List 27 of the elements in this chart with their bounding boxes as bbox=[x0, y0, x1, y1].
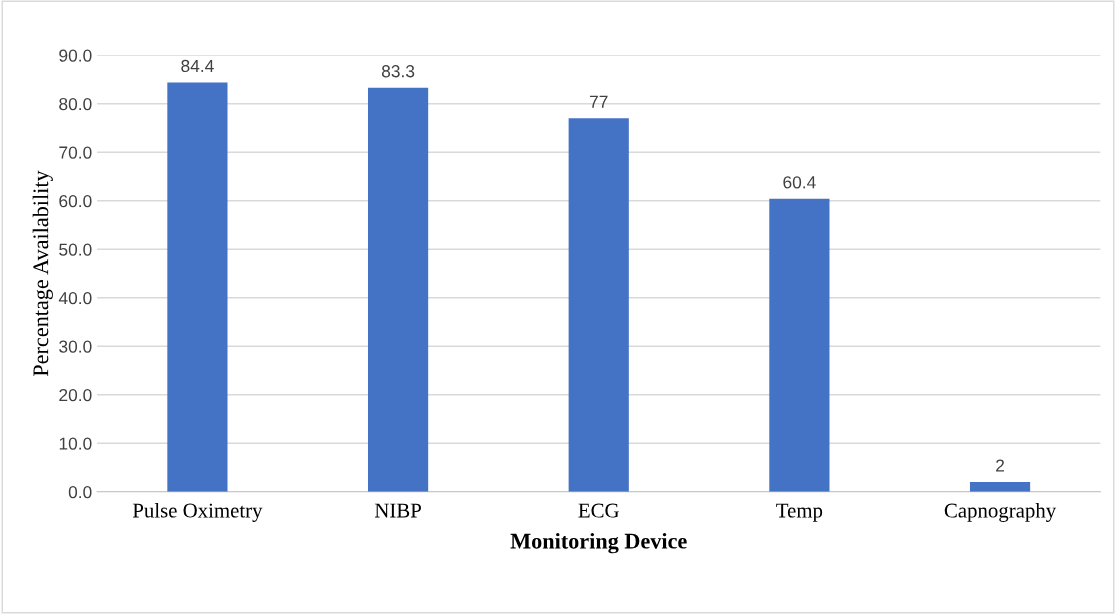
y-axis-title: Percentage Availability bbox=[32, 170, 53, 377]
y-tick-label: 0.0 bbox=[68, 485, 92, 499]
y-tick-label: 40.0 bbox=[58, 291, 92, 305]
bar bbox=[367, 87, 429, 492]
bar bbox=[568, 118, 629, 492]
y-tick-label: 20.0 bbox=[59, 388, 92, 402]
bar bbox=[167, 82, 228, 492]
y-tick-label: 70.0 bbox=[59, 146, 92, 159]
data-label: 83.3 bbox=[381, 65, 415, 78]
data-label: 84.4 bbox=[181, 59, 214, 73]
bar bbox=[769, 198, 830, 492]
x-tick-label: Pulse Oximetry bbox=[132, 502, 263, 522]
y-tick-label: 80.0 bbox=[59, 97, 92, 111]
y-tick-label: 60.0 bbox=[59, 194, 92, 208]
x-axis-title: Monitoring Device bbox=[510, 532, 687, 554]
y-tick-label: 10.0 bbox=[59, 437, 92, 450]
y-tick-label: 30.0 bbox=[59, 340, 92, 353]
x-tick-label: NIBP bbox=[374, 503, 421, 518]
bar bbox=[969, 482, 1031, 492]
data-label: 60.4 bbox=[783, 176, 816, 189]
x-tick-label: ECG bbox=[578, 503, 619, 518]
x-tick-label: Capnography bbox=[944, 502, 1057, 522]
data-label: 2 bbox=[996, 459, 1004, 472]
y-tick-label: 90.0 bbox=[59, 49, 92, 62]
x-tick-label: Temp bbox=[776, 503, 823, 522]
data-label: 77 bbox=[589, 95, 608, 108]
y-tick-label: 50.0 bbox=[59, 243, 92, 256]
